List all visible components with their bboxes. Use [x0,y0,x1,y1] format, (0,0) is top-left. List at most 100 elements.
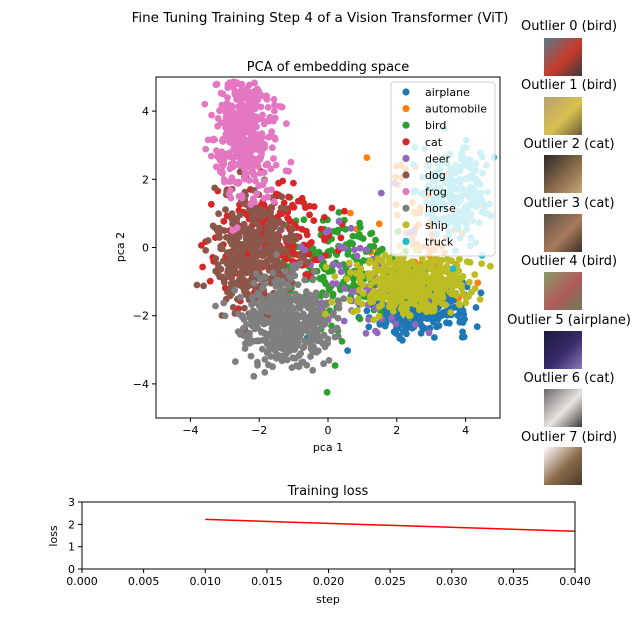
loss-line [205,518,576,533]
pca-point-dog [221,279,228,286]
pca-point-frog [256,156,264,164]
pca-point-horse [235,310,242,318]
pca-point-ship [384,285,391,293]
pca-point-cat [321,214,328,221]
pca-point-dog [239,284,247,292]
pca-point-horse [340,295,348,302]
pca-point-bird [368,229,376,237]
pca-point-ship [412,265,420,272]
pca-point-horse [261,369,269,376]
pca-point-ship [401,300,408,307]
pca-point-dog [229,304,237,311]
pca-point-horse [291,343,299,351]
pca-point-dog [225,266,232,273]
pca-point-horse [249,337,256,345]
loss-x-tick-label: 0.035 [498,575,530,588]
pca-point-cat [234,305,242,313]
pca-point-airplane [431,334,438,341]
pca-point-dog [292,235,300,243]
pca-point-horse [249,307,257,315]
loss-x-label: step [316,593,340,606]
legend-label-frog: frog [425,186,447,199]
pca-point-dog [238,246,246,254]
pca-point-ship [418,296,425,304]
pca-point-horse [296,293,303,301]
outlier-thumbnail-4 [544,272,582,310]
pca-point-frog [268,186,275,194]
pca-point-frog [241,165,248,173]
pca-point-dog [254,211,262,219]
pca-point-bird [356,315,364,323]
pca-point-frog [236,93,243,101]
pca-point-automobile [375,220,383,228]
pca-point-frog [267,165,275,173]
pca-point-horse [263,300,271,308]
pca-point-frog [251,79,258,87]
pca-point-dog [289,225,296,233]
pca-point-cat [341,207,348,215]
loss-x-tick-label: 0.005 [128,575,160,588]
pca-point-dog [296,252,304,259]
pca-series-ship [322,239,494,324]
pca-point-ship [356,269,363,276]
pca-point-deer [377,189,385,197]
loss-chart-title: Training loss [287,484,369,499]
pca-point-frog [212,81,220,89]
pca-point-airplane [413,315,421,322]
pca-point-horse [334,333,342,340]
pca-point-frog [251,131,259,139]
pca-point-automobile [363,154,371,162]
pca-point-horse [311,294,319,302]
pca-legend: airplane automobile bird cat deer dog frog hors… [390,81,496,257]
pca-point-dog [264,249,272,257]
pca-point-ship [385,303,393,311]
pca-point-frog [227,194,235,202]
pca-point-dog [253,228,261,236]
legend-label-horse: horse [425,202,456,215]
pca-point-dog [248,246,256,254]
pca-point-horse [254,358,261,366]
outlier-title-2: Outlier 2 (cat) [523,137,615,152]
pca-point-frog [270,96,278,103]
pca-point-frog [224,120,232,128]
pca-point-horse [283,280,291,288]
pca-point-horse [231,286,239,294]
pca-y-tick-label: 4 [142,105,149,118]
pca-point-horse [303,361,311,369]
pca-point-bird [323,388,331,396]
pca-point-airplane [460,333,468,341]
loss-x-tick-label: 0.015 [251,575,283,588]
pca-point-frog [253,190,261,198]
pca-point-ship [354,295,362,303]
pca-point-deer [333,280,340,287]
pca-point-dog [264,257,272,265]
pca-point-horse [255,290,262,297]
pca-point-dog [200,282,208,290]
pca-point-horse [324,339,331,347]
pca-point-horse [280,287,288,294]
pca-point-frog [232,121,240,129]
pca-point-deer [337,268,345,276]
pca-point-deer [301,246,309,254]
pca-point-bird [338,338,346,345]
pca-x-tick-label: 0 [325,424,332,437]
pca-point-horse [274,318,282,326]
outlier-title-4: Outlier 4 (bird) [520,254,618,269]
pca-point-dog [253,237,261,244]
pca-point-ship [486,262,494,270]
pca-point-frog [225,130,233,138]
pca-point-horse [320,360,327,368]
pca-point-frog [270,155,277,163]
pca-point-frog [211,136,219,143]
pca-point-frog [218,161,226,169]
pca-point-ship [444,276,452,283]
pca-point-ship [395,289,402,297]
pca-point-ship [392,263,399,270]
pca-point-dog [240,223,248,231]
pca-point-horse [274,307,282,315]
pca-point-horse [333,324,341,332]
pca-point-horse [241,345,249,352]
pca-point-ship [459,290,467,297]
pca-point-ship [394,297,402,304]
pca-point-horse [309,275,317,283]
